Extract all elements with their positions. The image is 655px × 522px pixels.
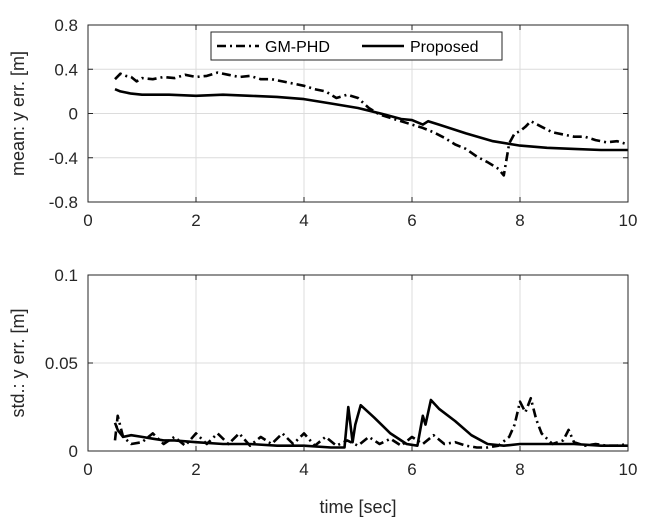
x-tick-label: 0 (83, 460, 92, 479)
legend: GM-PHD Proposed (210, 31, 503, 61)
y-tick-label: -0.4 (49, 149, 78, 168)
series-line-proposed (113, 398, 628, 449)
x-tick-label: 10 (619, 460, 638, 479)
x-tick-label: 4 (299, 460, 308, 479)
y-tick-label: 0.05 (45, 354, 78, 373)
x-tick-label: 2 (191, 460, 200, 479)
y-axis-label: std.: y err. [m] (8, 308, 28, 417)
y-tick-label: 0 (69, 442, 78, 461)
std-error-panel: 0 2 4 6 8 10 0 0.05 0.1 std.: y err. [m] time [sec… (8, 266, 637, 517)
x-tick-label: 8 (515, 211, 524, 230)
y-tick-label: 0.8 (54, 16, 78, 35)
y-tick-label: -0.8 (49, 193, 78, 212)
x-tick-label: 4 (299, 211, 308, 230)
legend-label: GM-PHD (265, 39, 330, 56)
y-tick-label: 0.1 (54, 266, 78, 285)
x-tick-label: 6 (407, 211, 416, 230)
series-line-gm-phd (113, 396, 629, 449)
x-tick-label: 10 (619, 211, 638, 230)
series-line-proposed (114, 87, 628, 152)
y-tick-label: 0 (69, 105, 78, 124)
y-tick-label: 0.4 (54, 60, 78, 79)
x-tick-label: 6 (407, 460, 416, 479)
x-tick-label: 0 (83, 211, 92, 230)
x-tick-label: 2 (191, 211, 200, 230)
legend-box (210, 31, 503, 61)
mean-error-panel: 0 2 4 6 8 10 -0.8 -0.4 0 0.4 0.8 mean: y err. [m] GM… (8, 16, 637, 230)
legend-label: Proposed (410, 39, 479, 56)
x-axis-label: time [sec] (319, 497, 396, 517)
y-axis-label: mean: y err. [m] (8, 51, 28, 176)
series-line-gm-phd (114, 71, 629, 177)
x-tick-label: 8 (515, 460, 524, 479)
